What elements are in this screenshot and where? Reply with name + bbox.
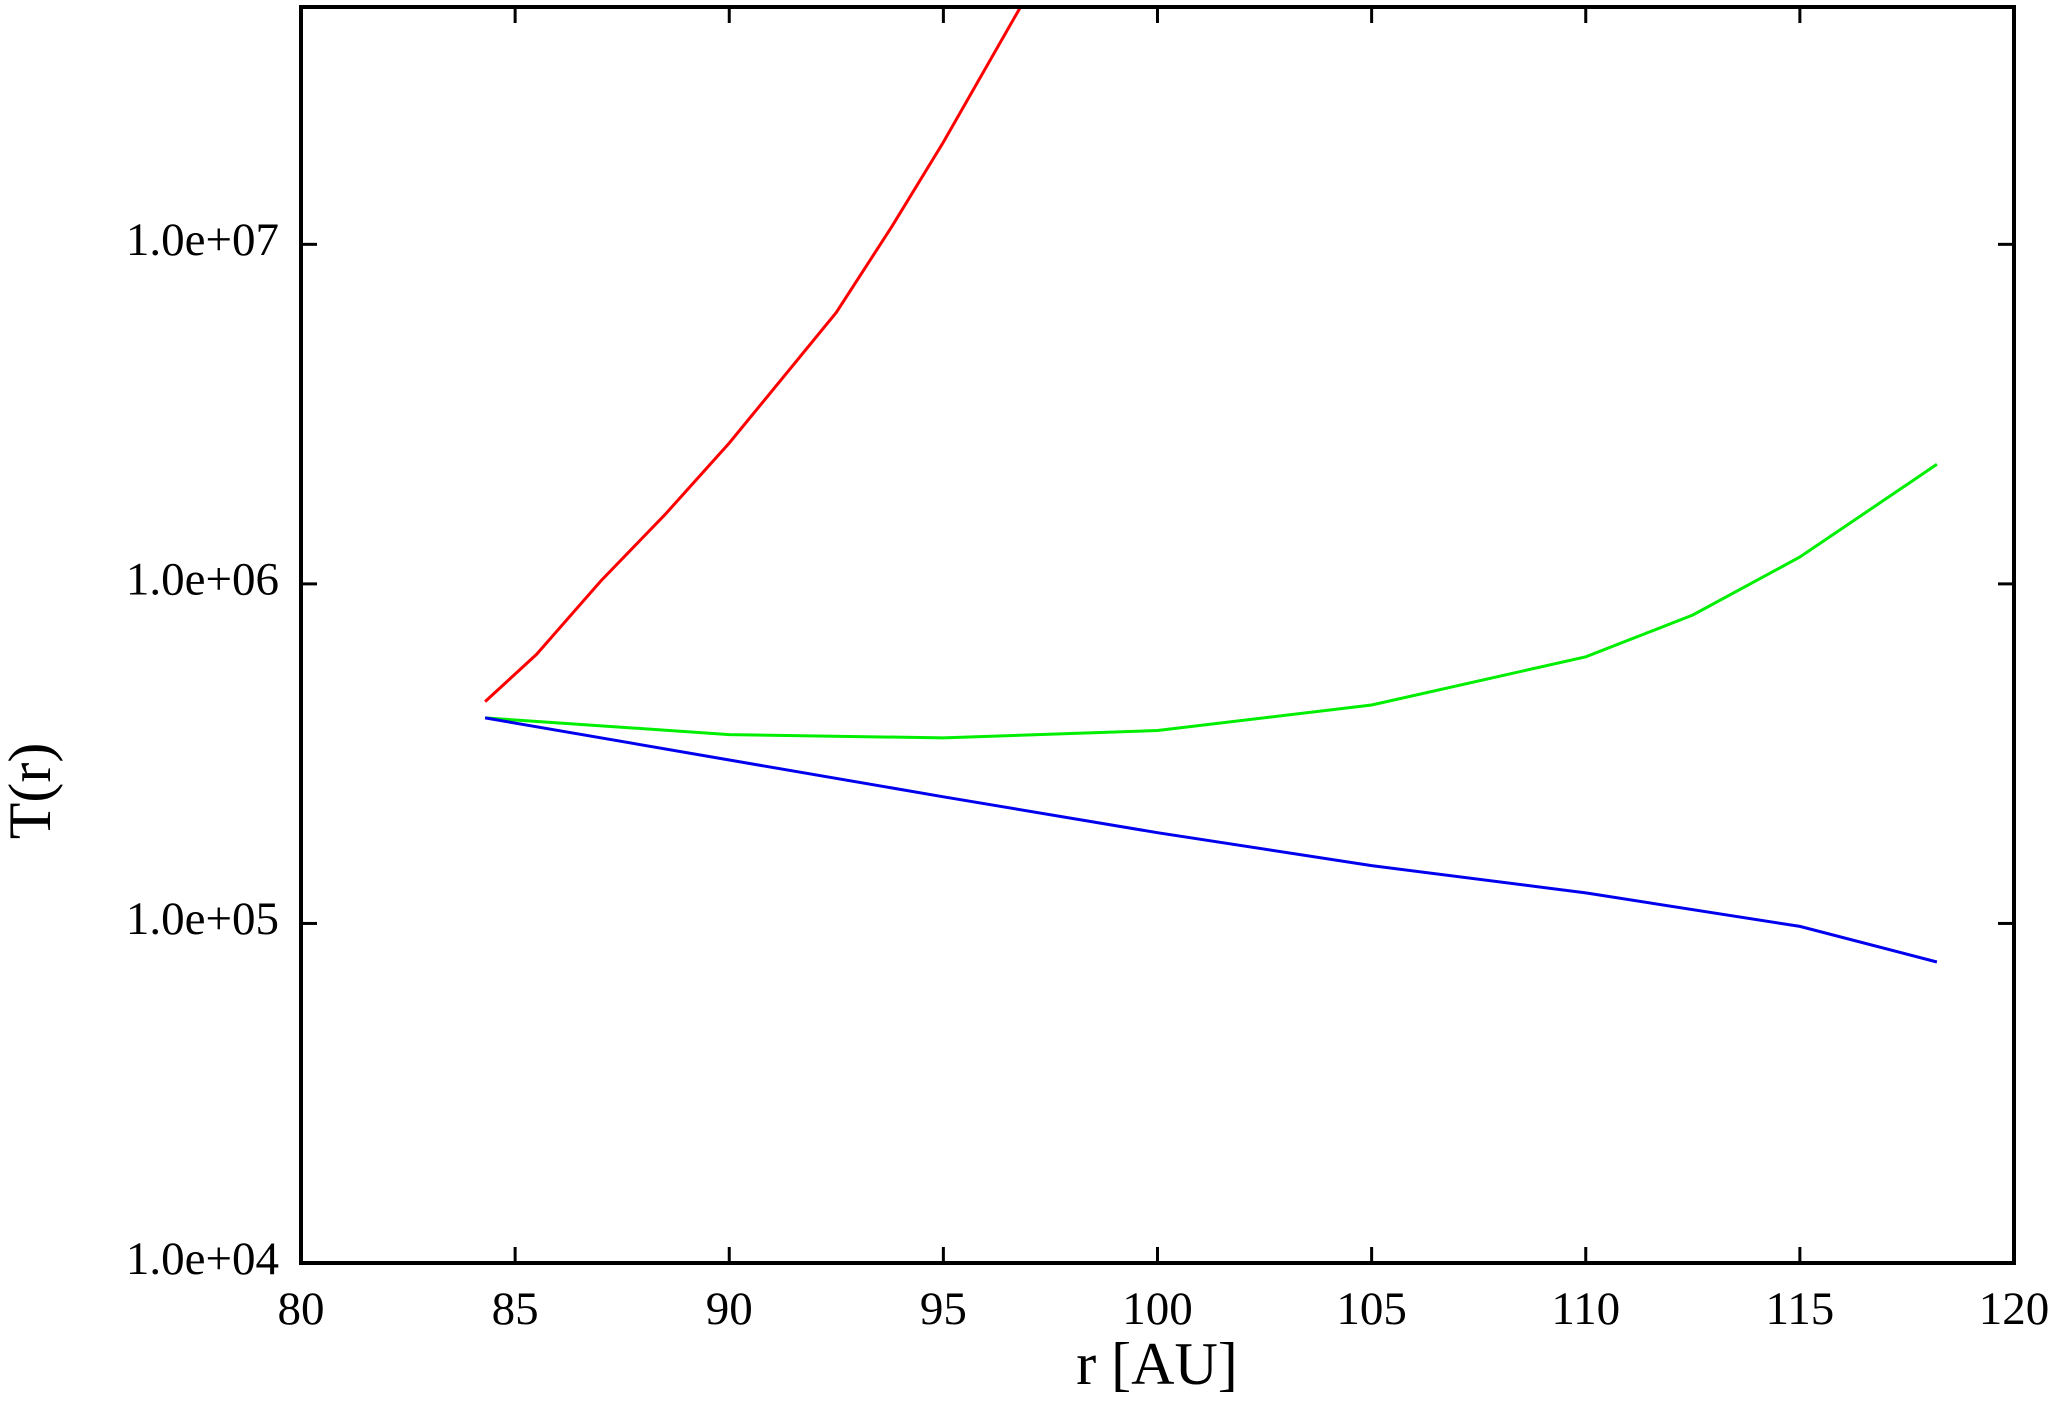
x-tick-label: 115 bbox=[1765, 1283, 1834, 1335]
plot-frame bbox=[299, 5, 2016, 1265]
data-line bbox=[484, 716, 1938, 964]
y-tick-label: 1.0e+05 bbox=[126, 893, 279, 945]
y-tick-label: 1.0e+07 bbox=[126, 214, 279, 266]
y-axis-title: T(r) bbox=[0, 743, 63, 840]
data-line bbox=[484, 463, 1938, 740]
x-tick-label: 90 bbox=[706, 1283, 753, 1335]
y-tick-label: 1.0e+06 bbox=[126, 554, 279, 606]
x-tick-label: 95 bbox=[920, 1283, 967, 1335]
x-tick-label: 110 bbox=[1551, 1283, 1620, 1335]
y-tick-label: 1.0e+04 bbox=[126, 1233, 279, 1285]
x-tick-label: 105 bbox=[1336, 1283, 1407, 1335]
x-axis-title: r [AU] bbox=[1076, 1331, 1238, 1397]
x-tick-label: 85 bbox=[492, 1283, 539, 1335]
x-tick-label: 120 bbox=[1979, 1283, 2050, 1335]
x-tick-label: 80 bbox=[278, 1283, 325, 1335]
x-tick-label: 100 bbox=[1122, 1283, 1193, 1335]
data-line bbox=[484, 7, 1022, 703]
